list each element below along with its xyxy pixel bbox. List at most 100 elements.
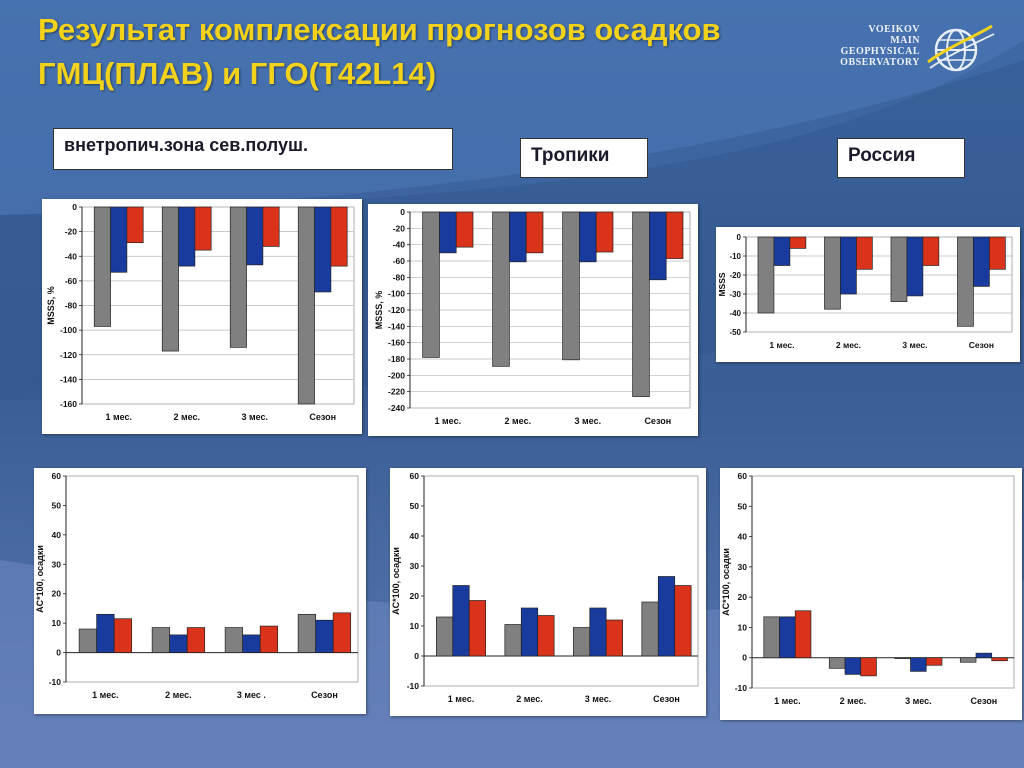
bar (178, 206, 196, 267)
bar (186, 627, 206, 653)
bar (763, 616, 780, 659)
bar (657, 576, 676, 657)
y-tick-label: 10 (738, 622, 748, 632)
bar (860, 657, 877, 677)
logo-line-4: OBSERVATORY (840, 57, 920, 68)
bar (194, 206, 212, 251)
bar (259, 625, 279, 653)
x-tick-label: 2 мес. (505, 416, 532, 426)
x-tick-label: Сезон (644, 416, 671, 426)
chart-msss-tropics: 0 -20 -40 -60 -80 -100 -120 -140 -160 -180 -200 -22… (368, 204, 698, 436)
chart-svg: 0 -20 -40 -60 -80 -100 -120 -140 -160 1 мес. 2 мес… (46, 202, 355, 422)
bar (665, 211, 684, 259)
bar (959, 657, 977, 663)
y-tick-label: -20 (65, 227, 78, 237)
y-tick-label: -30 (729, 290, 741, 299)
bar (314, 206, 332, 293)
bar (468, 600, 486, 657)
x-tick-label: 1 мес. (105, 412, 132, 422)
x-tick-label: 2 мес. (516, 694, 543, 704)
y-tick-label: -10 (49, 677, 62, 687)
bar (110, 206, 128, 273)
bar (297, 613, 317, 653)
y-tick-label: 0 (742, 653, 747, 663)
y-tick-label: -40 (393, 240, 406, 250)
bar (96, 613, 115, 653)
bar (975, 652, 993, 659)
chart-ac-tropics: 60 50 40 30 20 10 0 -10 1 мес. 2 мес. 3 мес. Сезон A… (390, 468, 706, 716)
bar (435, 616, 454, 657)
y-tick-label: -20 (393, 223, 406, 233)
bar (989, 236, 1006, 270)
bar (525, 211, 544, 254)
chart-msss-extratropics: 0 -20 -40 -60 -80 -100 -120 -140 -160 1 мес. 2 мес… (42, 199, 362, 434)
bar (78, 628, 98, 653)
y-axis-title: MSSS, % (374, 291, 384, 330)
bar (509, 211, 527, 263)
x-tick-label: 1 мес. (769, 340, 794, 350)
y-tick-label: 30 (410, 561, 420, 571)
y-axis-title: MSSS (717, 272, 727, 296)
logo-line-3: GEOPHYSICAL (840, 46, 920, 57)
y-tick-label: -100 (60, 325, 77, 335)
y-tick-label: 20 (410, 591, 420, 601)
bar (632, 211, 650, 397)
bar (922, 236, 940, 266)
y-tick-label: 0 (400, 207, 405, 217)
y-tick-label: 30 (52, 559, 62, 569)
y-tick-label: 60 (52, 471, 62, 481)
y-tick-label: 40 (738, 532, 748, 542)
y-tick-label: -100 (388, 289, 405, 299)
bar (562, 211, 580, 361)
x-tick-label: 3 мес. (241, 412, 268, 422)
bar (589, 607, 607, 657)
y-tick-label: -200 (388, 370, 405, 380)
y-tick-label: 10 (410, 621, 420, 631)
x-tick-label: Сезон (309, 412, 336, 422)
x-tick-label: 2 мес. (836, 340, 861, 350)
chart-svg: 0 -10 -20 -30 -40 -50 1 мес. 2 мес. 3 мес. Сезон M… (717, 233, 1013, 350)
bar (330, 206, 348, 267)
bar (572, 627, 591, 657)
y-tick-label: -10 (407, 681, 420, 691)
region-label-russia: Россия (837, 138, 965, 178)
bar (439, 211, 457, 254)
chart-svg: 0 -20 -40 -60 -80 -100 -120 -140 -160 -180 -200 -22… (374, 207, 691, 426)
y-tick-label: -40 (65, 251, 78, 261)
x-tick-label: Сезон (653, 694, 680, 704)
chart-svg: 60 50 40 30 20 10 0 -10 1 мес. 2 мес. 3 мес. Сезон A… (721, 471, 1015, 706)
bar (452, 585, 470, 657)
bar (856, 236, 873, 270)
y-tick-label: -140 (60, 374, 77, 384)
bar (649, 211, 667, 281)
y-tick-label: 30 (738, 562, 748, 572)
y-tick-label: -80 (393, 272, 406, 282)
x-tick-label: 3 мес. (585, 694, 612, 704)
bar (161, 206, 179, 352)
bar (126, 206, 144, 244)
title-line-1: Результат комплексации прогнозов осадков (38, 12, 721, 47)
bar (93, 206, 111, 327)
chart-svg: 60 50 40 30 20 10 0 -10 1 мес. 2 мес. 3 мес . Сезон… (35, 471, 359, 700)
bar (504, 624, 522, 657)
y-axis-title: AC*100, осадки (391, 547, 401, 615)
y-tick-label: -10 (735, 683, 748, 693)
x-tick-label: 3 мес. (902, 340, 927, 350)
slide-title: Результат комплексации прогнозов осадков… (38, 8, 721, 96)
bar (229, 206, 247, 348)
bar (242, 634, 261, 653)
logo-text: VOEIKOV MAIN GEOPHYSICAL OBSERVATORY (818, 24, 920, 68)
y-tick-label: 10 (52, 618, 62, 628)
x-tick-label: 2 мес. (840, 696, 867, 706)
x-tick-label: 3 мес . (237, 690, 266, 700)
y-tick-label: -120 (60, 350, 77, 360)
bar (789, 236, 807, 249)
y-tick-label: 20 (52, 589, 62, 599)
bar (957, 236, 974, 327)
bar (537, 615, 555, 657)
bar (779, 616, 796, 659)
bar (757, 236, 775, 314)
x-tick-label: 1 мес. (92, 690, 119, 700)
title-line-2: ГМЦ(ПЛАВ) и ГГО(Т42L14) (38, 56, 437, 91)
bar (674, 585, 692, 657)
